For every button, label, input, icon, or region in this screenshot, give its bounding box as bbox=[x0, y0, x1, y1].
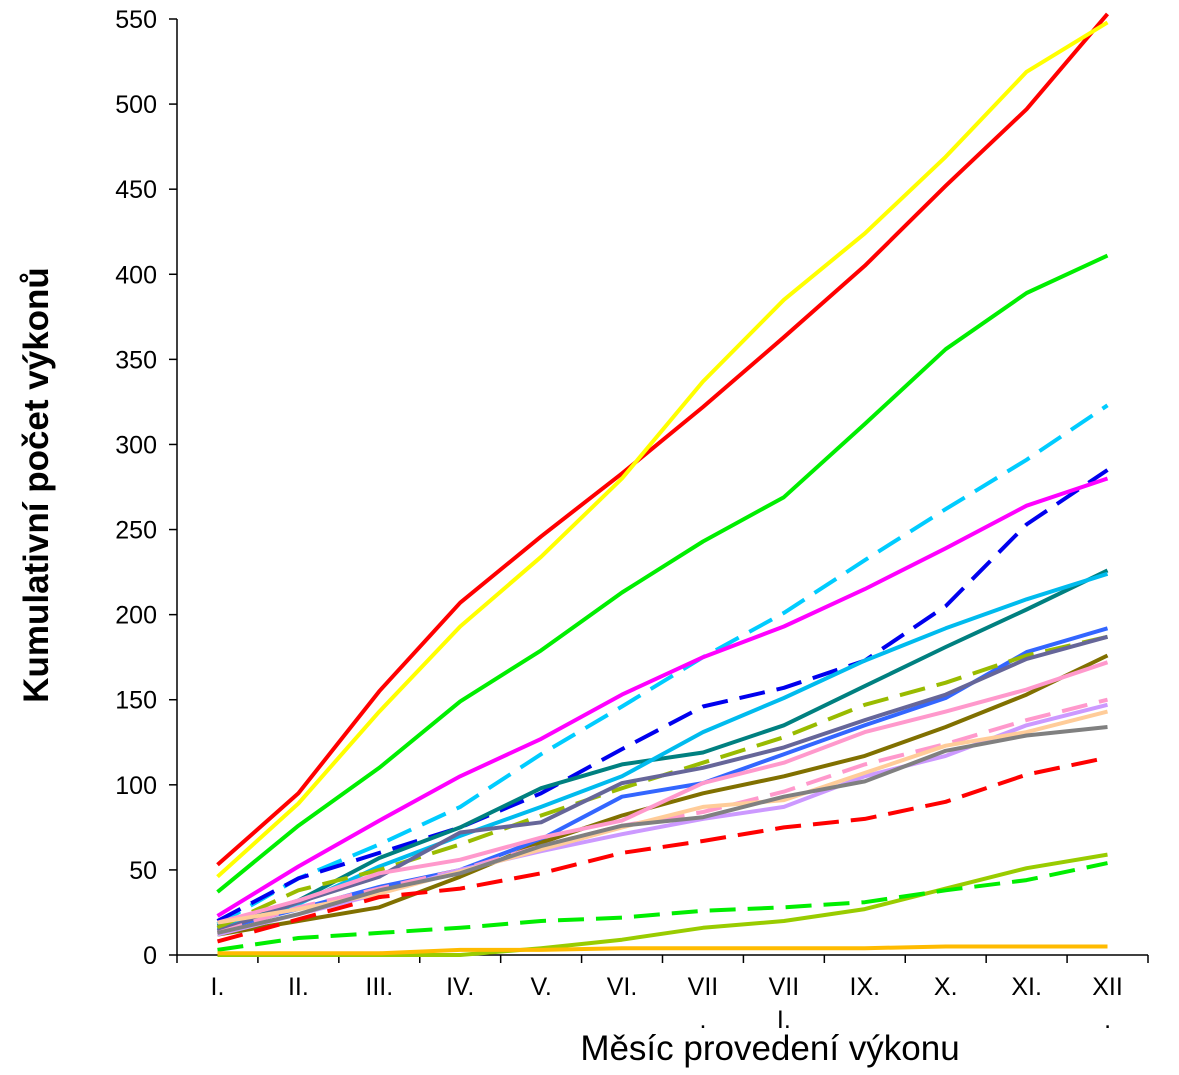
series-line-12 bbox=[217, 653, 1109, 937]
y-tick-label: 350 bbox=[115, 346, 157, 374]
y-tick-label: 250 bbox=[115, 517, 157, 545]
x-tick-label: V. bbox=[530, 973, 551, 1001]
x-tick-label: VII. bbox=[688, 973, 719, 1034]
axis-labels: Kumulativní počet výkonů Měsíc provedení… bbox=[17, 267, 960, 1068]
series-line-2 bbox=[216, 20, 1109, 879]
x-tick-label: II. bbox=[288, 973, 309, 1001]
y-tick-label: 150 bbox=[115, 687, 157, 715]
series-layer bbox=[216, 12, 1110, 957]
y-axis-title: Kumulativní počet výkonů bbox=[17, 267, 56, 703]
x-tick-label: III. bbox=[365, 973, 393, 1001]
series-line-20 bbox=[217, 861, 1108, 952]
series-line-13 bbox=[216, 660, 1109, 925]
x-tick-label: VII I. bbox=[769, 973, 800, 1034]
y-tick-label: 300 bbox=[115, 431, 157, 459]
x-tick-label: I. bbox=[211, 973, 225, 1001]
series-line-5 bbox=[216, 468, 1109, 923]
x-axis-title: Měsíc provedení výkonu bbox=[580, 1029, 959, 1068]
x-tick-label: XI. bbox=[1011, 973, 1042, 1001]
series-line-21 bbox=[217, 944, 1108, 956]
series-line-7 bbox=[216, 568, 1109, 929]
x-tick-label: VI. bbox=[607, 973, 638, 1001]
y-tick-label: 50 bbox=[129, 857, 157, 885]
y-tick-label: 450 bbox=[115, 176, 157, 204]
series-line-18 bbox=[216, 755, 1108, 944]
x-tick-label: XII. bbox=[1092, 973, 1123, 1034]
series-line-17 bbox=[217, 725, 1108, 935]
series-line-6 bbox=[216, 476, 1109, 918]
axes: 0 50 100 150 200 250 300 350 400 450 500 550 I. II. II… bbox=[115, 6, 1149, 1034]
series-line-8 bbox=[216, 571, 1109, 932]
series-line-1 bbox=[216, 12, 1110, 867]
series-line-4 bbox=[216, 403, 1109, 927]
x-tick-label: X. bbox=[934, 973, 958, 1001]
y-tick-label: 200 bbox=[115, 602, 157, 630]
x-tick-label: IX. bbox=[850, 973, 881, 1001]
y-tick-label: 550 bbox=[115, 6, 157, 34]
x-tick-label: IV. bbox=[446, 973, 474, 1001]
series-line-3 bbox=[216, 253, 1109, 894]
y-tick-label: 500 bbox=[115, 91, 157, 119]
y-tick-label: 0 bbox=[143, 942, 157, 970]
series-line-11 bbox=[216, 634, 1109, 934]
y-tick-label: 400 bbox=[115, 261, 157, 289]
y-tick-label: 100 bbox=[115, 772, 157, 800]
